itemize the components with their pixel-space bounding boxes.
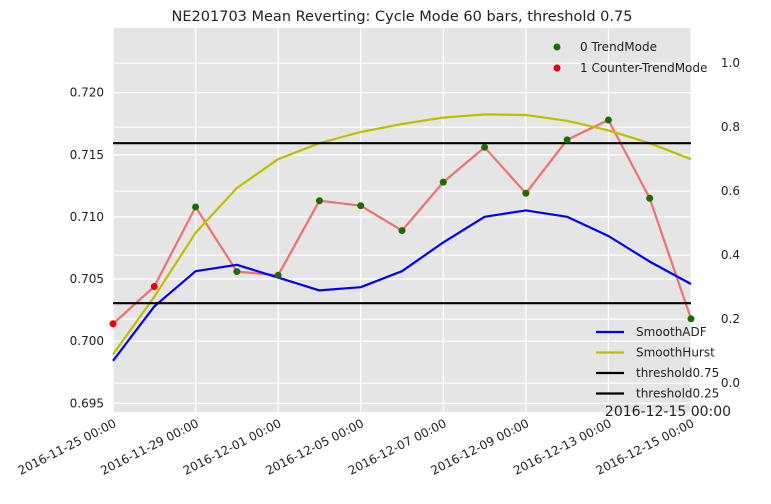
trend-mode-point xyxy=(274,271,282,279)
trend-mode-point xyxy=(646,194,654,202)
trend-mode-point xyxy=(192,203,200,211)
x-offset-label: 2016-12-15 00:00 xyxy=(605,404,731,420)
legend-top: 0 TrendMode 1 Counter-TrendMode xyxy=(553,40,707,75)
legend-bottom: SmoothADF SmoothHurst threshold0.75 thresho… xyxy=(596,325,719,401)
legend-label: SmoothHurst xyxy=(636,346,715,360)
trend-mode-point xyxy=(481,143,489,151)
legend-marker xyxy=(553,43,561,51)
trend-mode-point xyxy=(563,136,571,144)
trend-mode-point xyxy=(604,116,612,124)
y-tick-label-left: 0.710 xyxy=(70,210,104,224)
trend-mode-point xyxy=(687,315,695,323)
y-tick-label-right: 1.0 xyxy=(721,56,740,70)
trend-mode-point xyxy=(398,227,406,235)
series-line-smoothhurst xyxy=(112,113,692,356)
y-tick-label-right: 0.4 xyxy=(721,248,740,262)
series-layer xyxy=(112,113,693,362)
y-tick-label-left: 0.695 xyxy=(70,396,104,410)
marker-layer xyxy=(109,116,695,328)
y-tick-label-left: 0.705 xyxy=(70,272,104,286)
legend-label: SmoothADF xyxy=(636,325,707,339)
series-line-smoothadf xyxy=(112,209,692,362)
plot-background xyxy=(113,28,691,412)
trend-mode-point xyxy=(439,178,447,186)
trend-mode-point xyxy=(522,189,530,197)
legend-label: 1 Counter-TrendMode xyxy=(580,61,707,75)
y-tick-label-right: 0.2 xyxy=(721,312,740,326)
trend-mode-point xyxy=(233,268,241,276)
chart-title: NE201703 Mean Reverting: Cycle Mode 60 b… xyxy=(172,9,633,25)
legend-label: threshold0.25 xyxy=(636,387,719,401)
y-tick-label-left: 0.700 xyxy=(70,334,104,348)
y-tick-label-right: 0.8 xyxy=(721,120,740,134)
trend-mode-point xyxy=(315,197,323,205)
trend-mode-point xyxy=(357,202,365,210)
counter-trend-mode-point xyxy=(109,320,117,328)
y-tick-label-right: 0.6 xyxy=(721,184,740,198)
legend-marker xyxy=(553,64,561,72)
y-tick-label-right: 0.0 xyxy=(721,376,740,390)
y-tick-label-left: 0.715 xyxy=(70,148,104,162)
legend-label: 0 TrendMode xyxy=(580,40,657,54)
counter-trend-mode-point xyxy=(150,282,158,290)
legend-label: threshold0.75 xyxy=(636,366,719,380)
y-tick-label-left: 0.720 xyxy=(70,86,104,100)
